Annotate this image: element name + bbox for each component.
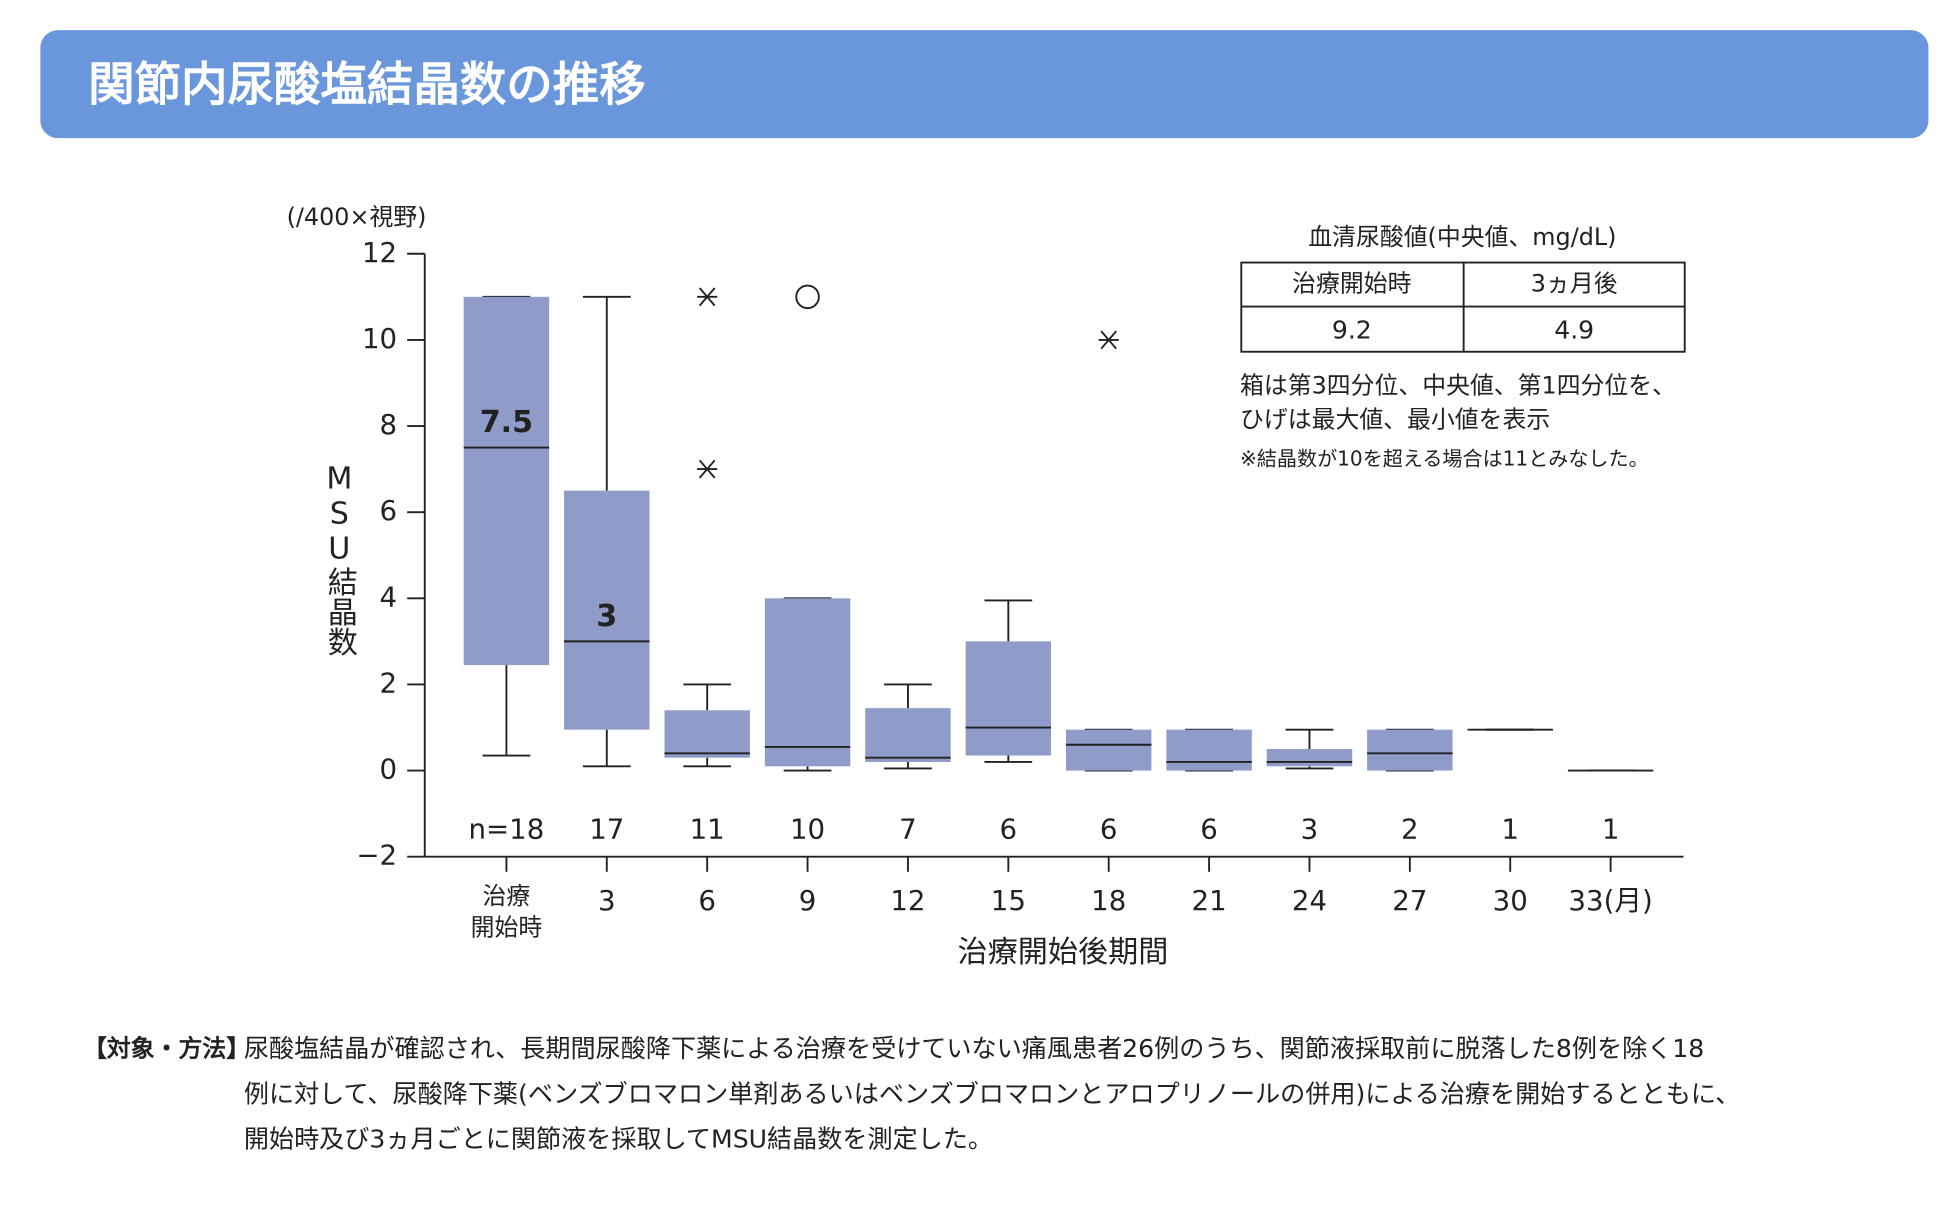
x-tick-label: 3 (598, 884, 616, 917)
x-tick-label: 15 (991, 884, 1026, 917)
x-tick-label: 12 (890, 884, 925, 917)
x-tick-label: 33(月) (1568, 884, 1652, 917)
x-tick-label: 24 (1292, 884, 1327, 917)
x-tick-label: 27 (1392, 884, 1427, 917)
footer-text: 例に対して、尿酸降下薬(ベンズブロマロン単剤あるいはベンズブロマロンとアロプリノ… (244, 1079, 1741, 1108)
x-tick-label: 30 (1493, 884, 1528, 917)
y-tick-label: 2 (380, 666, 398, 699)
median-label: 7.5 (480, 405, 533, 440)
box (965, 641, 1052, 756)
n-label: 10 (790, 812, 825, 845)
y-tick-label: 4 (380, 580, 398, 613)
x-tick-label: 18 (1091, 884, 1126, 917)
table-cell: 4.9 (1554, 316, 1594, 345)
box (1065, 729, 1152, 771)
x-axis-label: 治療開始後期間 (957, 935, 1168, 970)
n-label: 6 (1000, 812, 1018, 845)
x-tick-label: 治療開始時 (471, 881, 543, 940)
y-axis-label: MSU結晶数 (322, 461, 357, 657)
n-label: 2 (1401, 812, 1419, 845)
n-label: 3 (1301, 812, 1319, 845)
x-tick-label: 21 (1192, 884, 1227, 917)
header-bar (40, 30, 1929, 139)
note: ひげは最大値、最小値を表示 (1240, 405, 1550, 433)
box (1367, 729, 1453, 771)
n-label: 1 (1602, 812, 1620, 845)
n-label: 6 (1100, 812, 1118, 845)
box (1266, 749, 1353, 767)
y-tick-label: −2 (356, 839, 397, 872)
box (564, 490, 650, 730)
box (764, 598, 851, 767)
n-label: 1 (1501, 812, 1519, 845)
outlier (795, 284, 820, 310)
outlier (697, 287, 718, 307)
x-tick-label: 6 (698, 884, 716, 917)
box (1166, 729, 1252, 771)
footer-text: 尿酸塩結晶が確認され、長期間尿酸降下薬による治療を受けていない痛風患者26例のう… (244, 1034, 1704, 1063)
n-label: n=18 (469, 812, 545, 845)
footer-text: 開始時及び3ヵ月ごとに関節液を採取してMSU結晶数を測定した。 (244, 1125, 993, 1154)
box (664, 710, 750, 758)
footer-label: 【対象・方法】 (83, 1035, 250, 1063)
x-tick-label: 9 (799, 884, 817, 917)
y-unit: (/400×視野) (287, 203, 427, 231)
outlier (697, 459, 718, 479)
y-tick-label: 0 (380, 753, 398, 786)
n-label: 7 (899, 812, 917, 845)
n-label: 11 (690, 812, 725, 845)
y-tick-label: 12 (362, 236, 397, 269)
outlier (1098, 330, 1119, 350)
table-cell: 9.2 (1332, 316, 1372, 345)
median-label: 3 (596, 599, 617, 634)
table-header: 治療開始時 (1292, 270, 1411, 298)
n-label: 17 (589, 812, 624, 845)
table-header: 3ヵ月後 (1531, 270, 1618, 298)
y-tick-label: 8 (380, 408, 398, 441)
header-title: 関節内尿酸塩結晶数の推移 (88, 57, 646, 111)
y-tick-label: 10 (362, 322, 397, 355)
y-tick-label: 6 (380, 494, 398, 527)
box (463, 296, 550, 666)
table-title: 血清尿酸値(中央値、mg/dL) (1308, 223, 1616, 251)
note: ※結晶数が10を超える場合は11とみなした。 (1240, 446, 1649, 470)
box (865, 708, 951, 762)
note: 箱は第3四分位、中央値、第1四分位を、 (1240, 371, 1676, 399)
n-label: 6 (1200, 812, 1218, 845)
